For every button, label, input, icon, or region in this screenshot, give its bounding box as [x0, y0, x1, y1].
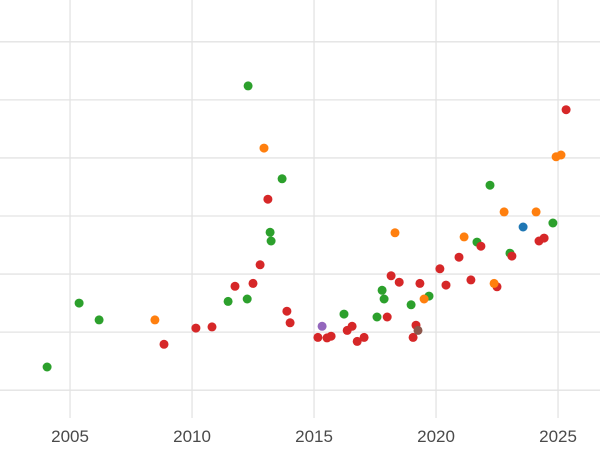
data-point-blue: [518, 222, 528, 232]
data-point-red: [282, 306, 292, 316]
data-point-red: [539, 233, 549, 243]
data-point-orange: [150, 315, 160, 325]
x-tick-label: 2010: [173, 427, 211, 446]
data-point-orange: [390, 228, 400, 238]
data-point-red: [394, 277, 404, 287]
data-point-red: [359, 332, 369, 342]
data-point-red: [347, 321, 357, 331]
x-tick-label: 2005: [51, 427, 89, 446]
data-point-red: [326, 331, 336, 341]
data-point-orange: [259, 143, 269, 153]
data-point-green: [379, 294, 389, 304]
data-point-red: [285, 318, 295, 328]
data-point-red: [352, 336, 362, 346]
data-point-green: [42, 362, 52, 372]
data-point-orange: [499, 207, 509, 217]
data-point-orange: [419, 294, 429, 304]
data-point-red: [313, 332, 323, 342]
data-point-red: [435, 264, 445, 274]
data-point-green: [94, 315, 104, 325]
data-point-green: [377, 285, 387, 295]
data-point-red: [255, 260, 265, 270]
data-point-orange: [531, 207, 541, 217]
data-point-green: [406, 300, 416, 310]
data-point-green: [277, 174, 287, 184]
data-point-brown: [413, 325, 423, 335]
data-point-green: [223, 296, 233, 306]
data-point-green: [242, 294, 252, 304]
data-point-red: [382, 312, 392, 322]
data-point-red: [248, 278, 258, 288]
data-point-red: [507, 251, 517, 261]
data-point-green: [74, 298, 84, 308]
data-point-purple: [317, 321, 327, 331]
data-point-red: [207, 322, 217, 332]
x-tick-label: 2025: [539, 427, 577, 446]
data-point-red: [454, 252, 464, 262]
data-point-green: [266, 236, 276, 246]
data-point-red: [386, 271, 396, 281]
data-point-green: [548, 218, 558, 228]
data-point-red: [263, 194, 273, 204]
data-point-green: [265, 227, 275, 237]
data-point-orange: [556, 150, 566, 160]
data-point-orange: [459, 232, 469, 242]
data-point-green: [372, 312, 382, 322]
x-tick-label: 2015: [295, 427, 333, 446]
data-point-red: [561, 105, 571, 115]
data-point-orange: [489, 278, 499, 288]
data-point-green: [339, 309, 349, 319]
data-point-red: [230, 281, 240, 291]
data-point-red: [159, 339, 169, 349]
x-tick-label: 2020: [417, 427, 455, 446]
data-point-green: [485, 180, 495, 190]
data-point-red: [476, 241, 486, 251]
data-point-red: [191, 323, 201, 333]
data-point-red: [408, 332, 418, 342]
data-point-green: [243, 81, 253, 91]
data-point-red: [466, 275, 476, 285]
data-point-red: [415, 278, 425, 288]
data-point-red: [441, 280, 451, 290]
